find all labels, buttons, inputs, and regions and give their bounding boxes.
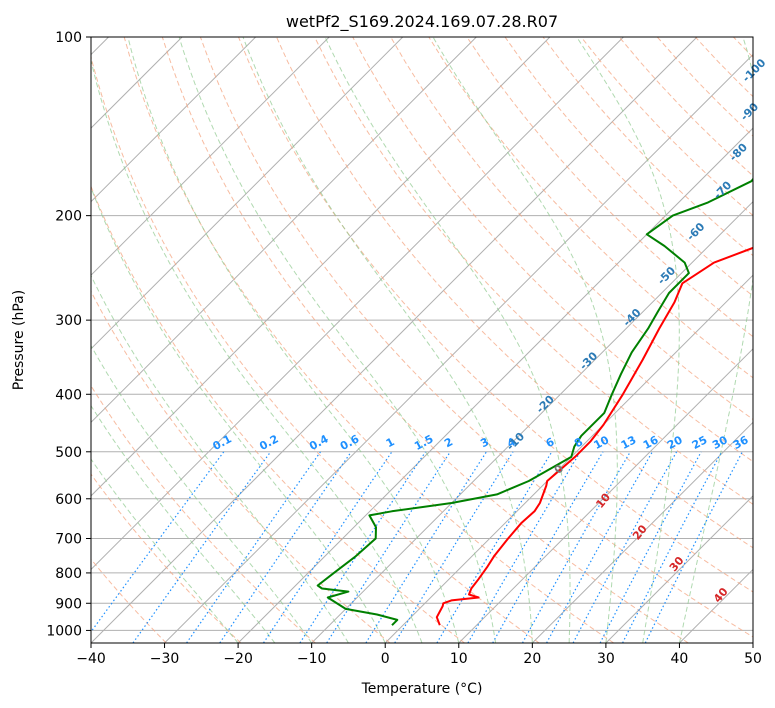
mixing-ratio-lines bbox=[91, 451, 743, 643]
x-tick-label: −20 bbox=[223, 651, 253, 667]
y-tick-label: 800 bbox=[55, 566, 82, 582]
x-tick-label: −30 bbox=[150, 651, 180, 667]
isotherm-line bbox=[91, 37, 257, 203]
dry-adiabat bbox=[91, 558, 167, 643]
temperature-line bbox=[435, 246, 753, 626]
mixing-ratio-label: 16 bbox=[641, 433, 661, 452]
y-tick-label: 500 bbox=[55, 445, 82, 461]
isotherm-line bbox=[458, 348, 753, 643]
mixing-ratio-line bbox=[132, 451, 272, 643]
moist-adiabat bbox=[432, 37, 618, 643]
y-tick-label: 600 bbox=[55, 492, 82, 508]
moist-adiabat bbox=[91, 186, 386, 643]
moist-adiabat bbox=[324, 37, 571, 643]
y-tick-label: 1000 bbox=[46, 623, 82, 639]
mixing-ratio-line bbox=[326, 451, 451, 643]
x-tick-label: 50 bbox=[744, 651, 762, 667]
mixing-ratio-line bbox=[262, 451, 393, 643]
mixing-ratio-line bbox=[91, 451, 225, 633]
x-tick-label: 20 bbox=[523, 651, 541, 667]
isotherm-line bbox=[91, 37, 404, 350]
moist-adiabat bbox=[127, 37, 460, 643]
moist-adiabat bbox=[91, 404, 276, 643]
dry-adiabats bbox=[91, 37, 753, 643]
dewpoint-line bbox=[316, 177, 753, 626]
dry-adiabat bbox=[238, 37, 753, 593]
mixing-ratio-label: 10 bbox=[592, 433, 612, 452]
x-axis: −40 −30 −20 −10 0 10 20 30 40 50 bbox=[76, 643, 762, 667]
dry-adiabat bbox=[314, 37, 753, 505]
dry-adiabat bbox=[91, 290, 391, 643]
dry-adiabat bbox=[161, 37, 689, 643]
isotherm-line bbox=[91, 37, 330, 276]
mixing-ratio-line bbox=[599, 451, 702, 643]
mixing-ratio-line bbox=[546, 451, 653, 643]
moist-adiabat bbox=[91, 344, 313, 643]
y-tick-label: 300 bbox=[55, 313, 82, 329]
isotherm-line bbox=[311, 200, 753, 643]
dry-adiabat bbox=[428, 37, 753, 379]
moist-adiabat bbox=[91, 274, 349, 643]
x-axis-title: Temperature (°C) bbox=[361, 681, 483, 697]
y-tick-label: 400 bbox=[55, 387, 82, 403]
isotherm-line bbox=[605, 495, 753, 643]
dry-adiabat bbox=[352, 37, 753, 463]
x-tick-label: 0 bbox=[381, 651, 390, 667]
dry-adiabat bbox=[504, 37, 753, 297]
y-tick-label: 900 bbox=[55, 596, 82, 612]
plot-frame bbox=[90, 36, 754, 644]
dry-adiabat bbox=[199, 37, 753, 638]
dry-adiabat bbox=[91, 54, 540, 643]
isotherm-line bbox=[91, 37, 477, 424]
x-tick-label: 10 bbox=[450, 651, 468, 667]
isotherm-line bbox=[91, 37, 551, 497]
isotherm-line bbox=[384, 274, 753, 643]
mixing-ratio-line bbox=[572, 451, 678, 643]
isotherm-line bbox=[531, 421, 753, 643]
mixing-ratio-line bbox=[299, 451, 426, 643]
mixing-ratio-label: 13 bbox=[619, 433, 639, 452]
mixing-ratio-line bbox=[365, 451, 487, 643]
x-tick-label: −10 bbox=[297, 651, 327, 667]
y-tick-label: 700 bbox=[55, 532, 82, 548]
mixing-ratio-label: 36 bbox=[731, 433, 751, 452]
x-tick-label: 40 bbox=[671, 651, 689, 667]
moist-adiabat bbox=[91, 458, 239, 643]
x-tick-label: −40 bbox=[76, 651, 106, 667]
dry-adiabat bbox=[123, 37, 614, 643]
dry-adiabat bbox=[91, 473, 242, 643]
chart-title: wetPf2_S169.2024.169.07.28.R07 bbox=[286, 12, 558, 32]
dry-adiabat bbox=[91, 185, 465, 643]
y-axis: 1000 900 800 700 600 500 400 300 200 100 bbox=[46, 30, 91, 639]
dry-adiabat bbox=[276, 37, 753, 549]
x-tick-label: 30 bbox=[597, 651, 615, 667]
isotherm-line bbox=[91, 37, 624, 571]
mixing-ratio-line bbox=[186, 451, 321, 643]
mixing-ratio-line bbox=[436, 451, 553, 643]
moist-adiabat bbox=[91, 58, 423, 643]
mixing-ratio-label: 20 bbox=[665, 433, 685, 452]
mixing-ratio-line bbox=[521, 451, 631, 643]
moist-adiabats bbox=[91, 37, 753, 643]
isotherm-line bbox=[237, 127, 753, 643]
mixing-ratio-label: 25 bbox=[690, 433, 710, 452]
profile-series bbox=[316, 177, 753, 626]
y-axis-title: Pressure (hPa) bbox=[11, 290, 27, 390]
moist-adiabat bbox=[178, 37, 497, 643]
dry-adiabat bbox=[91, 384, 316, 643]
moist-adiabat bbox=[242, 37, 533, 643]
mixing-ratio-line bbox=[219, 451, 352, 643]
moist-adiabat bbox=[576, 37, 680, 643]
y-tick-label: 100 bbox=[55, 30, 82, 46]
mixing-ratio-label: 30 bbox=[710, 433, 730, 452]
y-tick-label: 200 bbox=[55, 209, 82, 225]
